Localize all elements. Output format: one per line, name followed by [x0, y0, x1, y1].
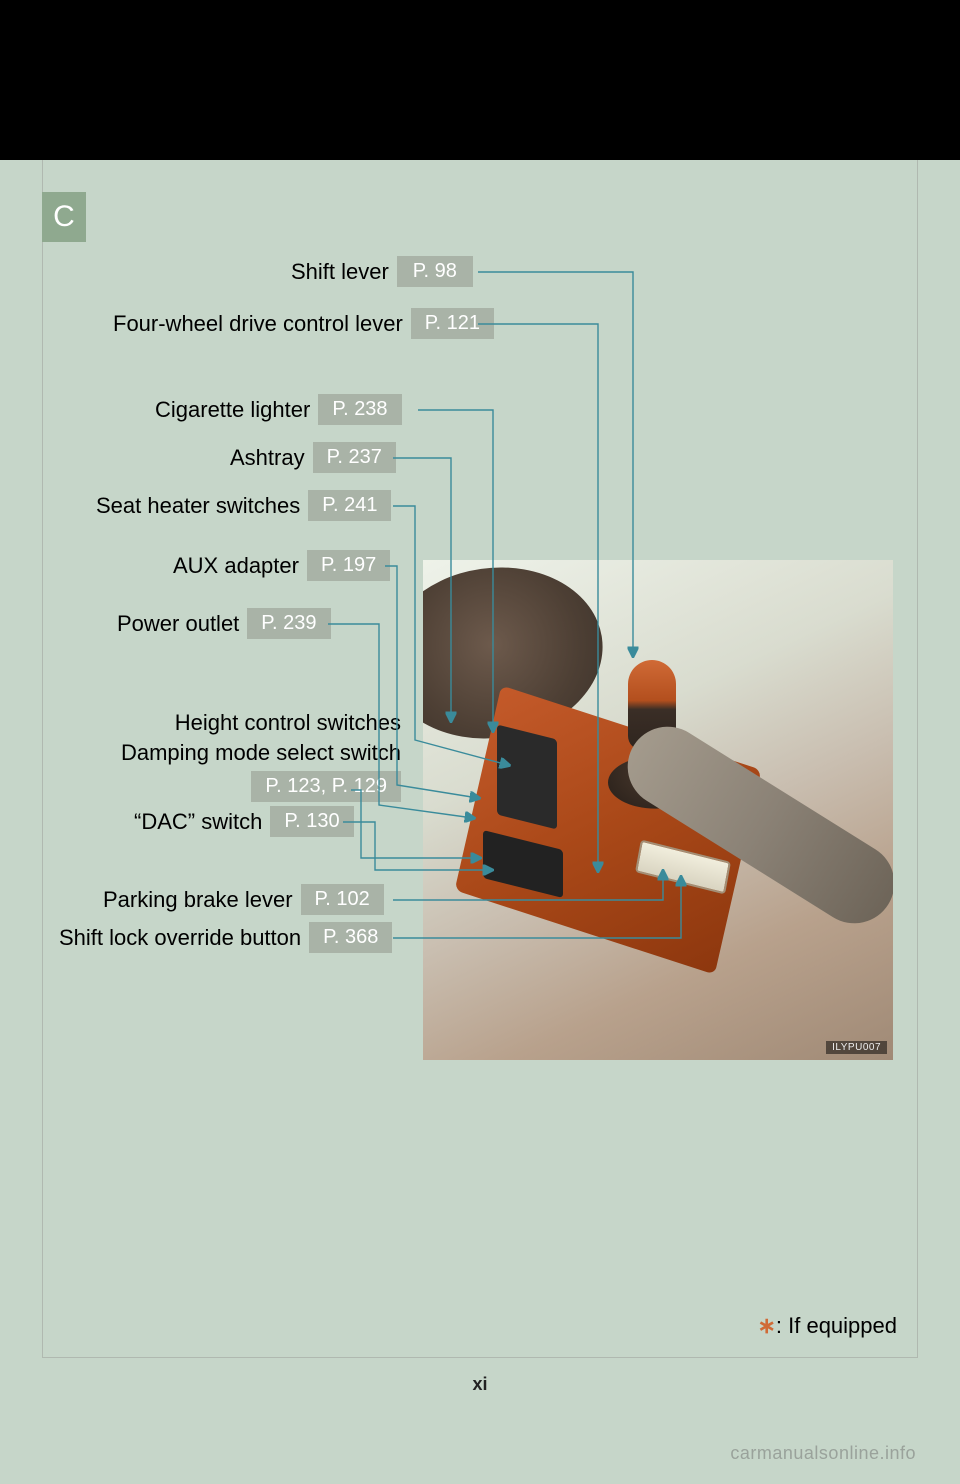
photo-credit: ILYPU007: [826, 1041, 887, 1054]
footnote-text: : If equipped: [776, 1313, 897, 1338]
page-badge: P. 239: [247, 608, 330, 639]
callout-shift-lever: Shift lever P. 98: [291, 256, 473, 287]
page-badge: P. 98: [397, 256, 473, 287]
page-badge: P. 123, P. 129: [251, 771, 401, 802]
callout-aux: AUX adapter P. 197: [173, 550, 390, 581]
callout-cigarette-lighter: Cigarette lighter P. 238: [155, 394, 402, 425]
header-black-band: [0, 0, 960, 160]
label-text: Shift lock override button: [59, 925, 301, 951]
page-badge: P. 238: [318, 394, 401, 425]
page-number: xi: [0, 1374, 960, 1395]
label-text: “DAC” switch: [134, 809, 262, 835]
callout-ashtray: Ashtray P. 237: [230, 442, 396, 473]
label-text: Power outlet: [117, 611, 239, 637]
page-badge: P. 130: [270, 806, 353, 837]
label-text: Cigarette lighter: [155, 397, 310, 423]
page-badge: P. 368: [309, 922, 392, 953]
callout-seat-heater: Seat heater switches P. 241: [96, 490, 391, 521]
label-text: Four-wheel drive control lever: [113, 311, 403, 337]
label-text: Shift lever: [291, 259, 389, 285]
page-frame: C ILYPU007 Shift lever P. 98 Four-wheel …: [42, 160, 918, 1358]
page-badge: P. 241: [308, 490, 391, 521]
page-badge: P. 121: [411, 308, 494, 339]
page-badge: P. 102: [301, 884, 384, 915]
callout-shift-lock: Shift lock override button P. 368: [59, 922, 392, 953]
footnote: ∗: If equipped: [757, 1313, 897, 1339]
callout-height-damping: Height control switches Damping mode sel…: [101, 708, 401, 802]
callout-dac: “DAC” switch P. 130: [134, 806, 354, 837]
center-console-photo: ILYPU007: [423, 560, 893, 1060]
footnote-asterisk: ∗: [757, 1313, 775, 1338]
section-tag-c: C: [42, 192, 86, 242]
watermark: carmanualsonline.info: [730, 1443, 916, 1464]
button-strip-shape: [497, 725, 557, 830]
callout-four-wheel: Four-wheel drive control lever P. 121: [113, 308, 494, 339]
label-text: Height control switches: [101, 708, 401, 738]
page-badge: P. 237: [313, 442, 396, 473]
callout-power-outlet: Power outlet P. 239: [117, 608, 331, 639]
page-badge: P. 197: [307, 550, 390, 581]
callout-parking-brake: Parking brake lever P. 102: [103, 884, 384, 915]
label-text: Parking brake lever: [103, 887, 293, 913]
label-text: Seat heater switches: [96, 493, 300, 519]
label-text: Ashtray: [230, 445, 305, 471]
label-text: Damping mode select switch: [101, 738, 401, 768]
diagram-area: ILYPU007 Shift lever P. 98 Four-wheel dr…: [73, 250, 887, 1327]
label-text: AUX adapter: [173, 553, 299, 579]
